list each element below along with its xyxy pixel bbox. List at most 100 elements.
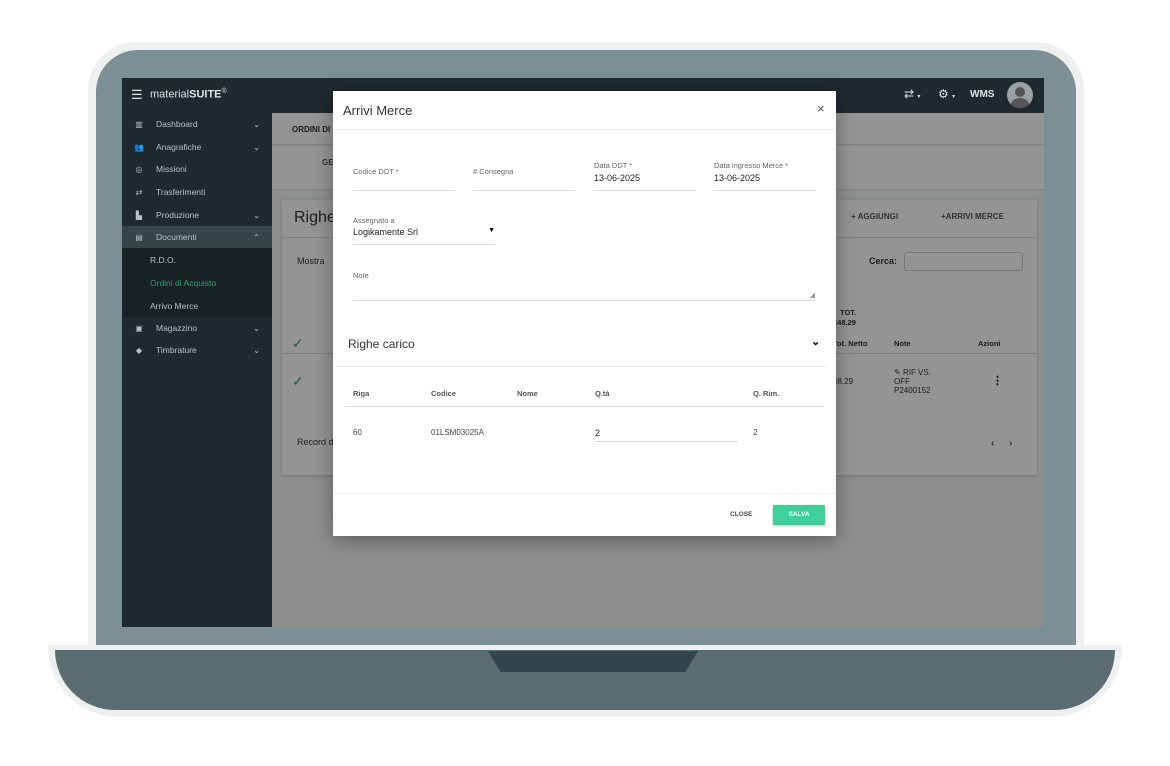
data-ddt-label: Data DDT * <box>594 161 633 170</box>
assegnato-select[interactable]: Assegnato a Logikamente Srl ▼ <box>353 216 495 245</box>
righe-carico-title: Righe carico <box>348 337 415 351</box>
row-note: ✎ RIF VS. OFF P2400152 <box>894 368 931 395</box>
data-ingresso-label: Data ingresso Merce * <box>714 161 789 170</box>
menu-icon[interactable]: ☰ <box>131 87 143 102</box>
search-input[interactable] <box>904 252 1023 271</box>
header-riga: Riga <box>353 389 370 398</box>
show-entries-label: Mostra <box>297 256 325 266</box>
transfer-icon: ⇄ <box>135 187 143 197</box>
column-note[interactable]: Note <box>894 339 911 348</box>
codice-ddt-label: Codice DDT * <box>353 167 399 176</box>
sidebar-item-produzione[interactable]: ▙ Produzione ⌄ <box>122 204 272 226</box>
breadcrumb: ORDINI DI <box>292 125 331 134</box>
dashboard-icon: ▥ <box>135 119 143 129</box>
add-button[interactable]: + AGGIUNGI <box>851 212 899 221</box>
record-info: Record d <box>297 437 334 447</box>
cell-riga: 60 <box>353 428 362 437</box>
more-vert-icon[interactable]: ⋮ <box>992 375 1003 387</box>
data-ddt-field[interactable]: Data DDT * 13-06-2025 <box>594 161 696 191</box>
note-textarea[interactable]: Note ◢ <box>353 265 816 301</box>
check-icon[interactable]: ✓ <box>292 335 304 351</box>
chevron-down-icon: ⌄ <box>253 323 260 333</box>
header-nome: Nome <box>517 389 538 398</box>
consegna-label: # Consegna <box>473 167 514 176</box>
data-ingresso-value: 13-06-2025 <box>714 173 761 183</box>
prev-page-icon[interactable]: ‹ <box>991 438 995 449</box>
sidebar-item-label: Anagrafiche <box>156 142 202 152</box>
dropdown-arrow-icon: ▼ <box>488 227 495 234</box>
note-label: Note <box>353 271 369 280</box>
chevron-down-icon: ⌄ <box>253 119 260 129</box>
sidebar-item-label: Produzione <box>156 210 200 220</box>
data-ddt-value: 13-06-2025 <box>594 173 641 183</box>
chevron-up-icon: ⌃ <box>253 232 260 242</box>
next-page-icon[interactable]: › <box>1009 438 1013 449</box>
sidebar-subitem-arrivo-merce[interactable]: Arrivo Merce <box>122 294 272 317</box>
qta-value: 2 <box>595 428 601 438</box>
column-azioni[interactable]: Azioni <box>978 339 1001 348</box>
sidebar-subitem-label: R.D.O. <box>150 254 176 265</box>
save-button[interactable]: SALVA <box>773 505 825 525</box>
factory-icon: ▙ <box>135 210 143 220</box>
sidebar-item-label: Trasferimenti <box>156 187 206 197</box>
cell-qrim: 2 <box>753 428 758 437</box>
modal-title: Arrivi Merce <box>343 103 413 118</box>
user-label[interactable]: WMS <box>970 89 995 100</box>
sidebar-subitem-label: Ordini di Acquisto <box>150 277 217 288</box>
transfer-menu-icon[interactable]: ⇄ ▾ <box>904 87 921 101</box>
sidebar-item-label: Documenti <box>156 232 197 242</box>
sidebar-item-anagrafiche[interactable]: 👥 Anagrafiche ⌄ <box>122 136 272 158</box>
tag-icon: ◆ <box>135 345 143 355</box>
sidebar-item-dashboard[interactable]: ▥ Dashboard ⌄ <box>122 113 272 135</box>
assegnato-label: Assegnato a <box>353 216 395 225</box>
column-tot-netto[interactable]: Tot. Netto <box>833 339 868 348</box>
settings-menu-icon[interactable]: ⚙ ▾ <box>938 87 956 101</box>
sidebar-item-missioni[interactable]: ◎ Missioni <box>122 158 272 180</box>
assegnato-value: Logikamente Srl <box>353 227 419 237</box>
header-qrim: Q. Rim. <box>753 389 780 398</box>
brand-reg: ® <box>221 88 227 95</box>
resize-handle-icon[interactable]: ◢ <box>809 292 815 299</box>
card-title: Righe <box>294 209 336 226</box>
search-label: Cerca: <box>869 256 898 266</box>
sidebar-subitem-rdo[interactable]: R.D.O. <box>122 248 272 271</box>
brand-light: material <box>150 88 190 101</box>
qta-input[interactable]: 2 <box>595 423 738 442</box>
chevron-down-icon: ⌄ <box>253 345 260 355</box>
sidebar-item-label: Dashboard <box>156 119 198 129</box>
warehouse-icon: ▣ <box>135 323 143 333</box>
sidebar-item-timbrature[interactable]: ◆ Timbrature ⌄ <box>122 339 272 361</box>
laptop-notch <box>488 651 698 672</box>
row-note-text: RIF VS. OFF P2400152 <box>894 368 931 395</box>
chevron-down-icon: ⌄ <box>253 210 260 220</box>
header-codice: Codice <box>431 389 457 398</box>
sidebar-item-magazzino[interactable]: ▣ Magazzino ⌄ <box>122 317 272 339</box>
arrivi-merce-modal: Arrivi Merce × Codice DDT * # Consegna D… <box>333 91 836 536</box>
sidebar-subitem-ordini-acquisto[interactable]: Ordini di Acquisto <box>122 271 272 294</box>
target-icon: ◎ <box>135 164 143 174</box>
check-icon[interactable]: ✓ <box>292 373 304 389</box>
header-qta: Q.tà <box>595 389 610 398</box>
sidebar-item-trasferimenti[interactable]: ⇄ Trasferimenti <box>122 181 272 203</box>
total-label: TOT. <box>840 308 857 317</box>
chevron-down-icon: ⌄ <box>253 142 260 152</box>
people-icon: 👥 <box>134 142 144 152</box>
chevron-down-icon[interactable]: ⌄ <box>811 336 821 348</box>
sidebar-subitem-label: Arrivo Merce <box>150 300 199 311</box>
data-ingresso-field[interactable]: Data ingresso Merce * 13-06-2025 <box>714 161 816 191</box>
total-value: 248.29 <box>833 318 856 327</box>
cell-codice: 01LSM03025A <box>431 428 484 437</box>
consegna-field[interactable]: # Consegna <box>473 161 575 191</box>
brand-logo: materialSUITE® <box>150 88 227 101</box>
sidebar: ▥ Dashboard ⌄ 👥 Anagrafiche ⌄ ◎ Missioni ⇄ Tra… <box>122 113 272 627</box>
sidebar-item-label: Missioni <box>156 164 187 174</box>
avatar[interactable] <box>1007 82 1033 108</box>
brand-bold: SUITE <box>189 88 222 101</box>
codice-ddt-field[interactable]: Codice DDT * <box>353 161 455 191</box>
close-icon[interactable]: × <box>817 101 825 116</box>
row-tot-netto: 48.29 <box>833 377 854 386</box>
close-button[interactable]: CLOSE <box>730 511 753 518</box>
sidebar-item-documenti[interactable]: ▤ Documenti ⌃ <box>122 226 272 248</box>
arrivi-merce-button[interactable]: +ARRIVI MERCE <box>941 212 1004 221</box>
tab-general[interactable]: GE <box>322 158 334 167</box>
